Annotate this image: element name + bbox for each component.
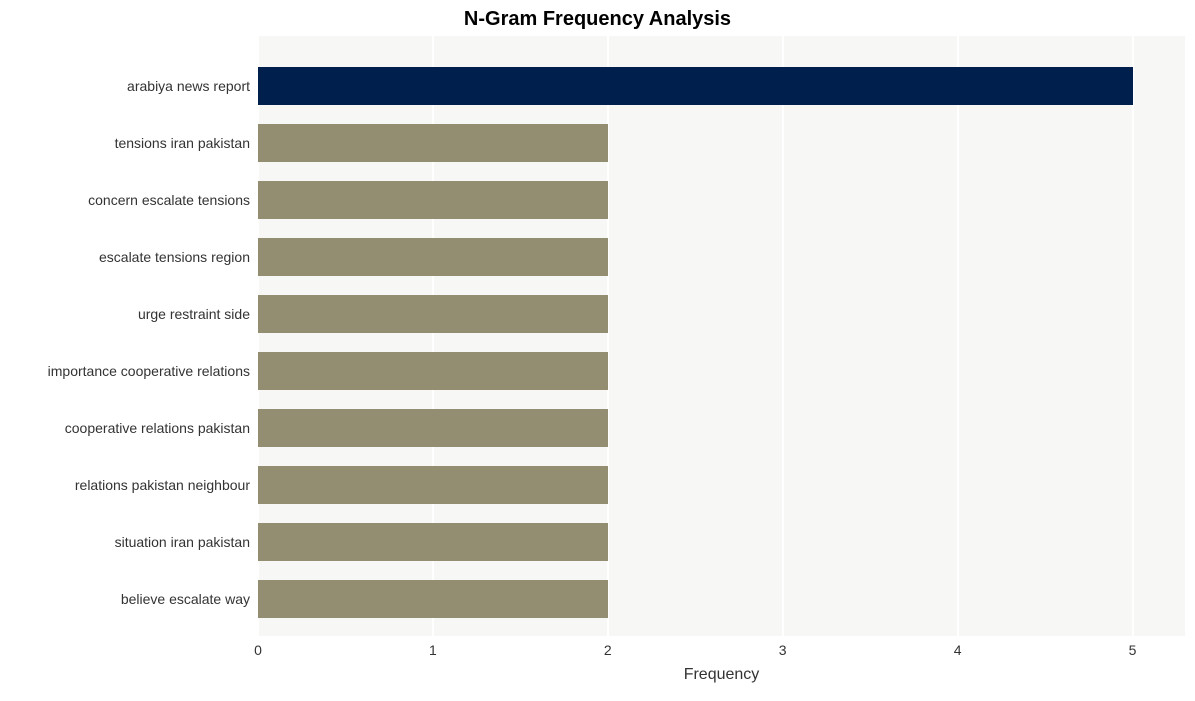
x-tick-label: 3	[779, 642, 787, 658]
bar	[258, 523, 608, 561]
bar	[258, 124, 608, 162]
y-tick-label: urge restraint side	[0, 307, 250, 321]
bar-row	[258, 124, 1185, 162]
x-tick-label: 0	[254, 642, 262, 658]
bar-row	[258, 523, 1185, 561]
x-axis: 012345 Frequency	[258, 636, 1185, 676]
bar	[258, 295, 608, 333]
bar-row	[258, 466, 1185, 504]
y-tick-label: concern escalate tensions	[0, 193, 250, 207]
bar-row	[258, 409, 1185, 447]
y-tick-label: tensions iran pakistan	[0, 136, 250, 150]
bar	[258, 238, 608, 276]
bar-row	[258, 238, 1185, 276]
bar	[258, 352, 608, 390]
x-tick-label: 2	[604, 642, 612, 658]
bar-row	[258, 181, 1185, 219]
y-tick-label: escalate tensions region	[0, 250, 250, 264]
x-tick-label: 5	[1129, 642, 1137, 658]
chart-title: N-Gram Frequency Analysis	[0, 8, 1195, 31]
bar	[258, 466, 608, 504]
x-axis-label: Frequency	[258, 666, 1185, 684]
bar-row	[258, 352, 1185, 390]
x-tick-label: 4	[954, 642, 962, 658]
bar	[258, 409, 608, 447]
y-axis-labels: arabiya news report tensions iran pakista…	[0, 36, 250, 636]
y-tick-label: arabiya news report	[0, 79, 250, 93]
bar-row	[258, 295, 1185, 333]
y-tick-label: relations pakistan neighbour	[0, 478, 250, 492]
bar	[258, 67, 1133, 105]
y-tick-label: cooperative relations pakistan	[0, 421, 250, 435]
x-tick-label: 1	[429, 642, 437, 658]
y-tick-label: situation iran pakistan	[0, 535, 250, 549]
bar-row	[258, 580, 1185, 618]
bar	[258, 181, 608, 219]
plot-area	[258, 36, 1185, 636]
y-tick-label: importance cooperative relations	[0, 364, 250, 378]
bar	[258, 580, 608, 618]
y-tick-label: believe escalate way	[0, 592, 250, 606]
chart-container: N-Gram Frequency Analysis arabiya news r…	[0, 0, 1195, 701]
bar-row	[258, 67, 1185, 105]
